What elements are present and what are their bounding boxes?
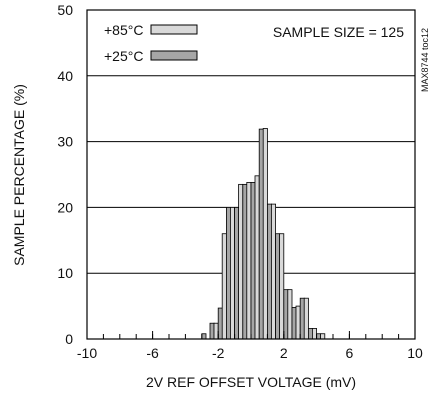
- bars: [201, 128, 326, 340]
- bar-25c-10: [283, 289, 289, 340]
- bar-85c-4: [229, 206, 235, 340]
- bar-25c-0: [201, 333, 207, 340]
- figure-id-label: MAX8744 toc12: [420, 28, 430, 92]
- bar-85c-3: [221, 233, 227, 340]
- y-axis-title: SAMPLE PERCENTAGE (%): [11, 84, 27, 266]
- legend-swatch-25c: [150, 50, 198, 61]
- y-tick-label: 30: [57, 134, 73, 150]
- bar-85c-12: [295, 305, 301, 340]
- axis-ticks: -10 -6 -2 2 6 10 0 10 20 30 40 50: [57, 2, 423, 361]
- bar-85c-14: [311, 328, 317, 340]
- bar-85c-8: [262, 128, 268, 340]
- bar-25c-13: [307, 328, 313, 340]
- bar-25c-8: [266, 203, 272, 340]
- bar-85c-11: [287, 289, 293, 340]
- bar-85c-9: [270, 203, 276, 340]
- bar-25c-3: [225, 206, 231, 340]
- sample-size-note: SAMPLE SIZE = 125: [273, 24, 404, 40]
- x-tick-label: 10: [407, 345, 423, 361]
- y-tick-label: 50: [57, 2, 73, 18]
- y-tick-label: 0: [65, 331, 73, 347]
- bar-25c-2: [217, 307, 223, 340]
- y-tick-label: 20: [57, 199, 73, 215]
- bar-25c-5: [242, 183, 248, 340]
- y-tick-label: 10: [57, 265, 73, 281]
- legend-label-25c: +25°C: [104, 48, 143, 64]
- bar-25c-6: [250, 181, 256, 340]
- legend-swatch-85c: [150, 24, 198, 35]
- legend: +85°C +25°C: [104, 22, 198, 64]
- y-tick-label: 40: [57, 68, 73, 84]
- bar-25c-11: [291, 307, 297, 340]
- legend-label-85c: +85°C: [104, 22, 143, 38]
- bar-25c-12: [299, 297, 305, 340]
- x-tick-label: -10: [77, 345, 97, 361]
- bar-25c-4: [234, 206, 240, 340]
- bar-85c-5: [238, 183, 244, 340]
- x-tick-label: -6: [146, 345, 159, 361]
- bar-85c-6: [246, 181, 252, 340]
- bar-85c-10: [279, 233, 285, 340]
- x-tick-label: -2: [212, 345, 225, 361]
- x-tick-label: 6: [346, 345, 354, 361]
- bar-25c-9: [275, 233, 281, 340]
- bar-25c-1: [209, 322, 215, 340]
- bar-85c-13: [303, 297, 309, 340]
- bar-85c-2: [213, 322, 219, 340]
- bar-85c-15: [320, 333, 326, 340]
- x-axis-title: 2V REF OFFSET VOLTAGE (mV): [146, 374, 356, 390]
- x-tick-label: 2: [280, 345, 288, 361]
- bar-25c-7: [258, 128, 264, 340]
- bar-25c-14: [316, 333, 322, 340]
- bar-85c-7: [254, 175, 260, 340]
